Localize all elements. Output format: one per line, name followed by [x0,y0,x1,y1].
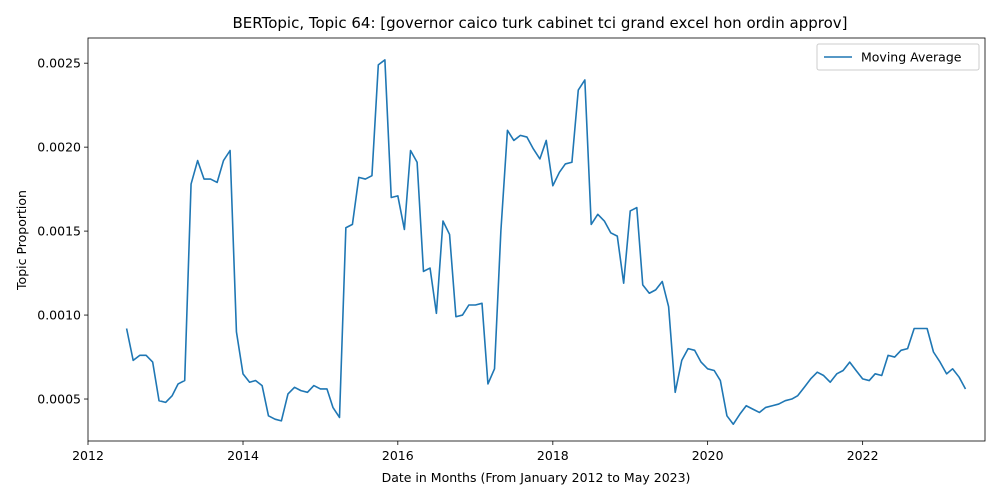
plot-area [87,37,986,442]
x-tick-label: 2014 [227,448,259,463]
x-tick-label: 2016 [382,448,414,463]
axes-frame [87,37,986,442]
y-axis: 0.0005 0.0010 0.0015 0.0020 0.0025 [37,56,88,407]
x-tick-label: 2012 [72,448,104,463]
y-tick-label: 0.0005 [37,392,81,407]
y-tick-label: 0.0020 [37,140,81,155]
series-line-moving-average [125,59,967,426]
legend-label: Moving Average [861,50,962,65]
x-tick-label: 2020 [692,448,724,463]
legend: Moving Average [816,43,980,71]
x-tick-label: 2022 [847,448,879,463]
legend-box [816,43,980,71]
x-axis-label: Date in Months (From January 2012 to May… [382,470,691,485]
y-tick-label: 0.0025 [37,56,81,71]
y-tick-label: 0.0015 [37,224,81,239]
series-layer [125,59,967,426]
y-tick-label: 0.0010 [37,308,81,323]
x-tick-label: 2018 [537,448,569,463]
chart-title: BERTopic, Topic 64: [governor caico turk… [233,14,848,32]
x-axis: 2012 2014 2016 2018 2020 2022 [72,441,879,463]
y-axis-label: Topic Proportion [14,190,29,291]
